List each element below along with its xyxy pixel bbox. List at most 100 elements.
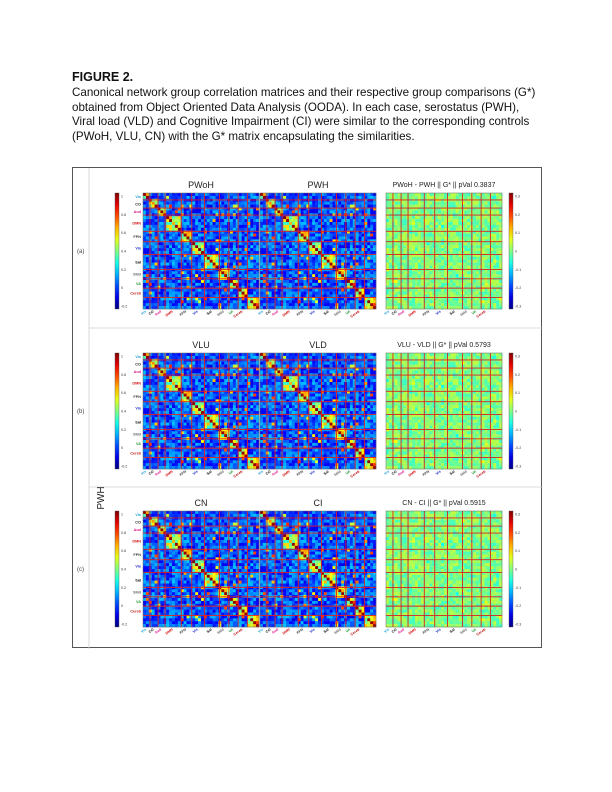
network-x-label: Aud	[397, 310, 405, 317]
mid-matrix-title: PWH	[308, 180, 329, 190]
diff-colorbar-tick: -0.1	[515, 428, 521, 432]
network-x-label: CO	[148, 469, 155, 475]
corr-colorbar-tick: -0.2	[121, 465, 127, 469]
diff-colorbar-tick: 0	[515, 568, 517, 572]
left-correlation-matrix	[142, 352, 260, 470]
network-x-label: Vis	[435, 628, 442, 634]
network-x-label: Vis	[383, 628, 390, 634]
network-x-label: SMd	[333, 470, 342, 478]
network-x-label: FPN	[422, 309, 431, 317]
network-x-label: Aud	[397, 628, 405, 635]
diff-colorbar-tick: -0.1	[515, 586, 521, 590]
diff-matrix-title: CN - CI || G* || pVal 0.5915	[402, 500, 486, 507]
corr-colorbar-tick: 1	[121, 513, 123, 517]
network-x-label: Cereb	[350, 627, 361, 637]
network-x-label: DMN	[282, 627, 291, 635]
network-y-label: FPN	[133, 553, 141, 557]
diff-colorbar-tick: 0	[515, 410, 517, 414]
network-x-label: Vis	[309, 310, 316, 316]
corr-colorbar-tick: 0.6	[121, 231, 126, 235]
network-x-label: VA	[228, 627, 234, 633]
network-x-label: DMN	[408, 469, 417, 477]
diff-colorbar-tick: -0.2	[515, 604, 521, 608]
diff-colorbar-tick: 0.1	[515, 231, 520, 235]
network-y-label: CO	[135, 521, 141, 525]
network-x-label: Cereb	[476, 309, 487, 319]
network-x-label: Vis	[383, 470, 390, 476]
figure-panel: PWH (a) PWoH PWH PWoH - PWH || G* || pVal 0.…	[72, 167, 543, 649]
corr-colorbar-tick: 0.8	[121, 373, 126, 377]
network-y-label: Sal	[135, 261, 141, 265]
network-x-label: Sal	[323, 470, 330, 476]
network-x-label: Vis	[435, 310, 442, 316]
network-x-label: CO	[265, 469, 272, 475]
network-x-label: SMd	[459, 310, 468, 318]
network-x-label: Cereb	[350, 309, 361, 319]
network-x-label: Cereb	[233, 469, 244, 479]
network-y-label: VA	[136, 442, 141, 446]
network-x-label: SMd	[333, 310, 342, 318]
network-x-label: Sal	[323, 310, 330, 316]
corr-colorbar-tick: 0	[121, 604, 123, 608]
network-x-label: Vis	[309, 628, 316, 634]
network-x-label: Sal	[449, 470, 456, 476]
network-y-label: CO	[135, 363, 141, 367]
diff-colorbar: 0.3 0.2 0.1 0 -0.1 -0.2 -0.3	[508, 510, 521, 628]
corr-colorbar-tick: 1	[121, 195, 123, 199]
network-y-label: Vis	[135, 513, 141, 517]
corr-colorbar-tick: 0.6	[121, 549, 126, 553]
row-label: (c)	[77, 567, 84, 573]
corr-colorbar-tick: 0.4	[121, 568, 126, 572]
corr-colorbar-tick: 0.6	[121, 391, 126, 395]
diff-matrix-title: VLU - VLD || G* || pVal 0.5793	[397, 342, 491, 349]
network-x-label: VA	[345, 309, 351, 315]
mid-correlation-matrix	[259, 510, 377, 628]
network-x-label: FPN	[179, 309, 188, 317]
network-y-label: Vis	[135, 247, 141, 251]
network-x-label: Aud	[271, 470, 279, 477]
network-y-label: Cereb	[130, 451, 141, 455]
network-x-label: Vis	[435, 470, 442, 476]
corr-colorbar-tick: 1	[121, 355, 123, 359]
network-y-label: Vis	[135, 565, 141, 569]
mid-matrix-title: VLD	[309, 340, 327, 350]
network-x-label: FPN	[296, 469, 305, 477]
network-x-label: FPN	[422, 469, 431, 477]
difference-matrix	[385, 192, 503, 310]
network-x-label: VA	[345, 627, 351, 633]
network-x-label: CO	[265, 627, 272, 633]
network-y-label: FPN	[133, 395, 141, 399]
network-x-label: Vis	[140, 470, 147, 476]
network-x-label: Cereb	[233, 309, 244, 319]
network-y-label: SMd	[133, 591, 142, 595]
network-x-label: VA	[228, 309, 234, 315]
network-x-label: VA	[228, 469, 234, 475]
network-x-label: Sal	[449, 310, 456, 316]
network-y-label: CO	[135, 203, 141, 207]
network-x-label: DMN	[408, 627, 417, 635]
corr-colorbar: 1 0.8 0.6 0.4 0.2 0 -0.2	[114, 510, 127, 628]
network-x-label: VA	[471, 627, 477, 633]
diff-matrix-title: PWoH - PWH || G* || pVal 0.3837	[393, 182, 496, 189]
network-x-label: Vis	[309, 470, 316, 476]
network-x-label: Aud	[154, 310, 162, 317]
diff-colorbar-tick: 0.2	[515, 531, 520, 535]
network-x-label: CO	[148, 309, 155, 315]
network-x-label: Cereb	[233, 627, 244, 637]
network-x-label: FPN	[179, 469, 188, 477]
network-x-label: DMN	[282, 469, 291, 477]
network-x-label: Vis	[257, 310, 264, 316]
network-x-label: Sal	[206, 470, 213, 476]
network-x-label: CO	[265, 309, 272, 315]
network-x-label: Vis	[257, 628, 264, 634]
diff-colorbar-tick: 0.3	[515, 195, 520, 199]
difference-matrix	[385, 352, 503, 470]
network-x-label: Vis	[192, 470, 199, 476]
network-x-label: Cereb	[350, 469, 361, 479]
network-x-label: CO	[391, 469, 398, 475]
network-x-label: CO	[148, 627, 155, 633]
network-x-label: FPN	[179, 627, 188, 635]
network-x-label: FPN	[422, 627, 431, 635]
diff-colorbar-tick: -0.3	[515, 623, 521, 627]
corr-colorbar-tick: 0.4	[121, 250, 126, 254]
